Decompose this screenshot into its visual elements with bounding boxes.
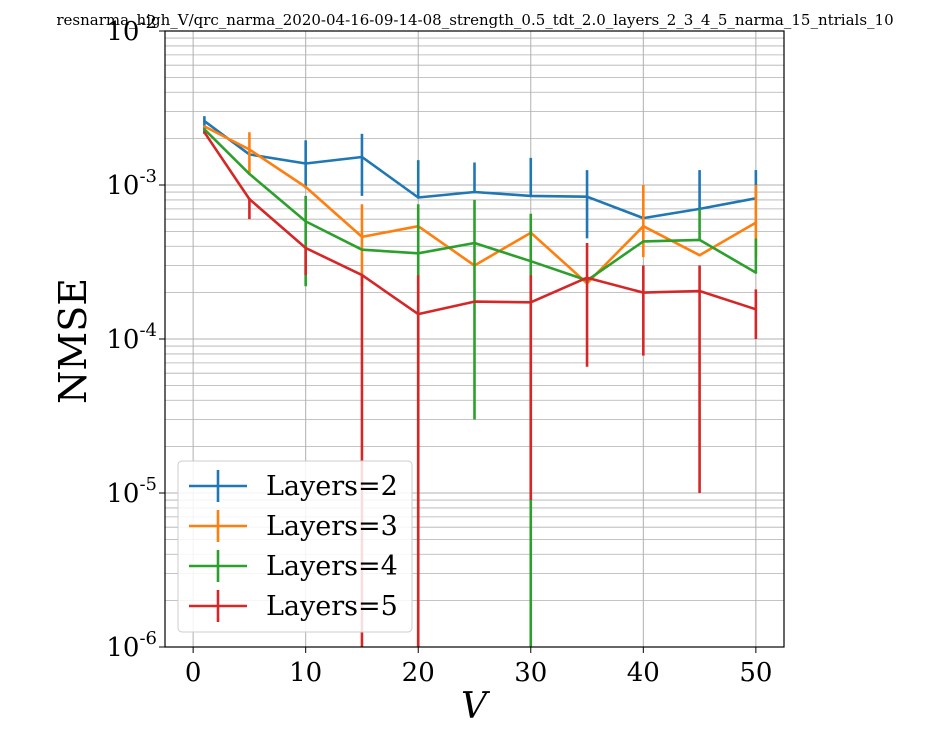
x-tick-label: 0	[185, 658, 202, 688]
legend: Layers=2 Layers=3 Layers=4 Layers=5	[177, 460, 413, 633]
data-point	[642, 224, 645, 228]
x-axis-label: V	[461, 686, 491, 727]
data-point	[473, 300, 476, 303]
data-point	[698, 289, 701, 293]
data-point	[698, 238, 701, 242]
legend-entry: Layers=5	[189, 590, 398, 622]
legend-entry: Layers=4	[189, 550, 398, 582]
data-point	[360, 248, 364, 252]
legend-label: Layers=2	[266, 471, 398, 502]
legend-label: Layers=5	[266, 591, 398, 622]
series-line	[203, 128, 757, 282]
x-tick-label: 20	[402, 658, 435, 688]
data-point	[203, 125, 206, 128]
legend-label: Layers=3	[266, 511, 398, 542]
data-point	[416, 312, 420, 316]
data-point	[754, 221, 758, 224]
data-point	[360, 155, 364, 159]
data-point	[754, 307, 758, 311]
data-point	[304, 185, 307, 189]
y-tick-label: 10-2	[106, 12, 157, 47]
data-point	[416, 196, 420, 199]
data-point	[529, 301, 533, 304]
legend-items: Layers=2 Layers=3 Layers=4 Layers=5	[189, 470, 398, 622]
data-point	[203, 127, 206, 131]
data-point	[416, 252, 420, 255]
y-tick-label: 10-6	[106, 628, 157, 663]
data-point	[248, 197, 251, 201]
data-point	[304, 220, 307, 223]
data-point	[529, 259, 533, 263]
data-point	[585, 195, 589, 198]
x-tick-label: 10	[289, 658, 322, 688]
data-point	[248, 148, 251, 151]
data-point	[585, 276, 589, 280]
legend-label: Layers=4	[266, 551, 398, 582]
x-tick-label: 50	[739, 658, 772, 688]
series-line	[203, 120, 757, 220]
series-2	[203, 116, 758, 239]
data-point	[698, 253, 701, 257]
y-axis-label: NMSE	[51, 278, 95, 404]
data-point	[642, 240, 645, 243]
data-point	[304, 246, 307, 250]
y-tick-label: 10-5	[106, 474, 157, 509]
data-point	[642, 291, 645, 294]
x-tick-label: 30	[514, 658, 547, 688]
chart-title: resnarma_high_V/qrc_narma_2020-04-16-09-…	[56, 11, 893, 29]
data-point	[529, 194, 533, 198]
data-point	[248, 172, 251, 176]
legend-box	[177, 460, 413, 633]
legend-entry: Layers=3	[189, 510, 398, 542]
axis-ticks: 0 10 20 30 40 50 10-6 10-5 10-4 10-3 10-2	[106, 12, 772, 688]
data-point	[304, 162, 307, 165]
data-point	[203, 119, 206, 123]
y-tick-label: 10-4	[106, 320, 157, 355]
data-point	[754, 271, 758, 274]
data-point	[473, 190, 476, 194]
data-point	[360, 273, 364, 277]
y-tick-label: 10-3	[106, 166, 157, 201]
legend-entry: Layers=2	[189, 470, 398, 502]
x-tick-label: 40	[627, 658, 660, 688]
data-point	[473, 241, 476, 245]
data-point	[360, 235, 364, 239]
data-point	[203, 130, 206, 134]
